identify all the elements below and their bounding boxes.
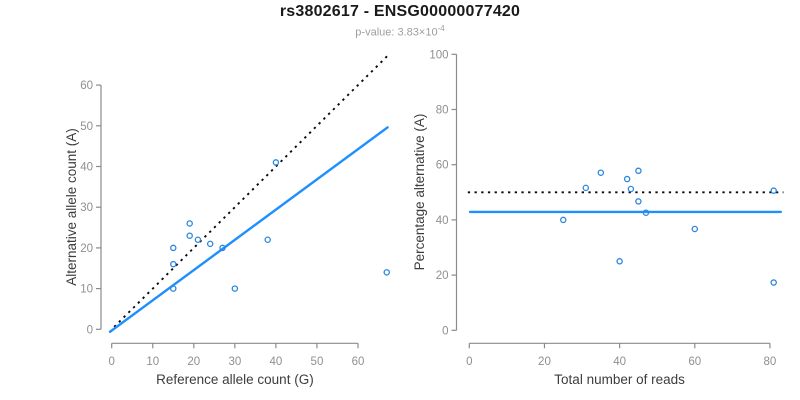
data-point (582, 184, 590, 192)
left-x-axis-title: Reference allele count (G) (156, 372, 314, 387)
data-point (691, 225, 699, 233)
right-y-axis-title: Percentage alternative (A) (412, 114, 427, 271)
y-tick-label: 10 (80, 284, 93, 296)
left-y-axis-title: Alternative allele count (A) (64, 128, 79, 286)
y-tick-label: 50 (80, 121, 93, 133)
right-x-axis-title: Total number of reads (554, 372, 685, 387)
data-point (206, 240, 214, 248)
y-tick-label: 40 (436, 215, 449, 227)
right-scatter-plot: Total number of reads Percentage alterna… (412, 49, 784, 387)
x-tick-label: 80 (764, 356, 777, 368)
x-tick-label: 30 (228, 356, 241, 368)
pvalue-exponent: -4 (437, 24, 445, 33)
x-tick-label: 20 (538, 356, 551, 368)
x-tick-label: 50 (311, 356, 324, 368)
x-tick-label: 60 (688, 356, 701, 368)
data-point (186, 232, 193, 239)
data-point (186, 220, 193, 227)
figure-subtitle: p-value: 3.83×10-4 (0, 24, 800, 39)
data-point (616, 258, 623, 265)
data-point (272, 159, 280, 166)
data-point (770, 279, 777, 286)
y-tick-label: 80 (436, 105, 449, 117)
data-point (170, 285, 177, 292)
y-tick-label: 20 (80, 243, 93, 255)
x-tick-label: 10 (146, 356, 159, 368)
data-point (635, 167, 642, 175)
left-scatter-plot: Reference allele count (G) Alternative a… (64, 54, 390, 387)
y-tick-label: 20 (436, 270, 449, 282)
y-tick-label: 100 (429, 49, 448, 61)
data-point (264, 236, 271, 244)
data-point (623, 175, 631, 183)
y-tick-label: 0 (442, 325, 448, 337)
x-tick-label: 0 (108, 356, 114, 368)
identity-line (113, 54, 389, 328)
data-point (231, 285, 239, 292)
y-tick-label: 30 (80, 202, 93, 214)
data-point (642, 209, 650, 216)
data-point (194, 236, 202, 244)
y-tick-label: 40 (80, 162, 93, 174)
data-point (383, 269, 390, 276)
y-tick-label: 60 (80, 80, 93, 92)
x-tick-label: 60 (352, 356, 365, 368)
figure-title: rs3802617 - ENSG00000077420 (279, 3, 521, 20)
y-tick-label: 60 (436, 160, 449, 172)
y-tick-label: 0 (87, 324, 93, 336)
x-tick-label: 40 (613, 356, 626, 368)
data-point (597, 169, 605, 176)
data-point (219, 244, 226, 252)
data-point (560, 216, 567, 224)
x-tick-label: 0 (466, 356, 472, 368)
data-point (627, 185, 635, 193)
data-point (170, 260, 177, 268)
x-tick-label: 40 (270, 356, 283, 368)
pvalue-text: p-value: 3.83×10 (355, 26, 438, 39)
data-point (170, 244, 177, 252)
data-point (635, 198, 642, 205)
x-tick-label: 20 (187, 356, 200, 368)
data-point (770, 187, 777, 194)
regression-line (108, 126, 389, 333)
